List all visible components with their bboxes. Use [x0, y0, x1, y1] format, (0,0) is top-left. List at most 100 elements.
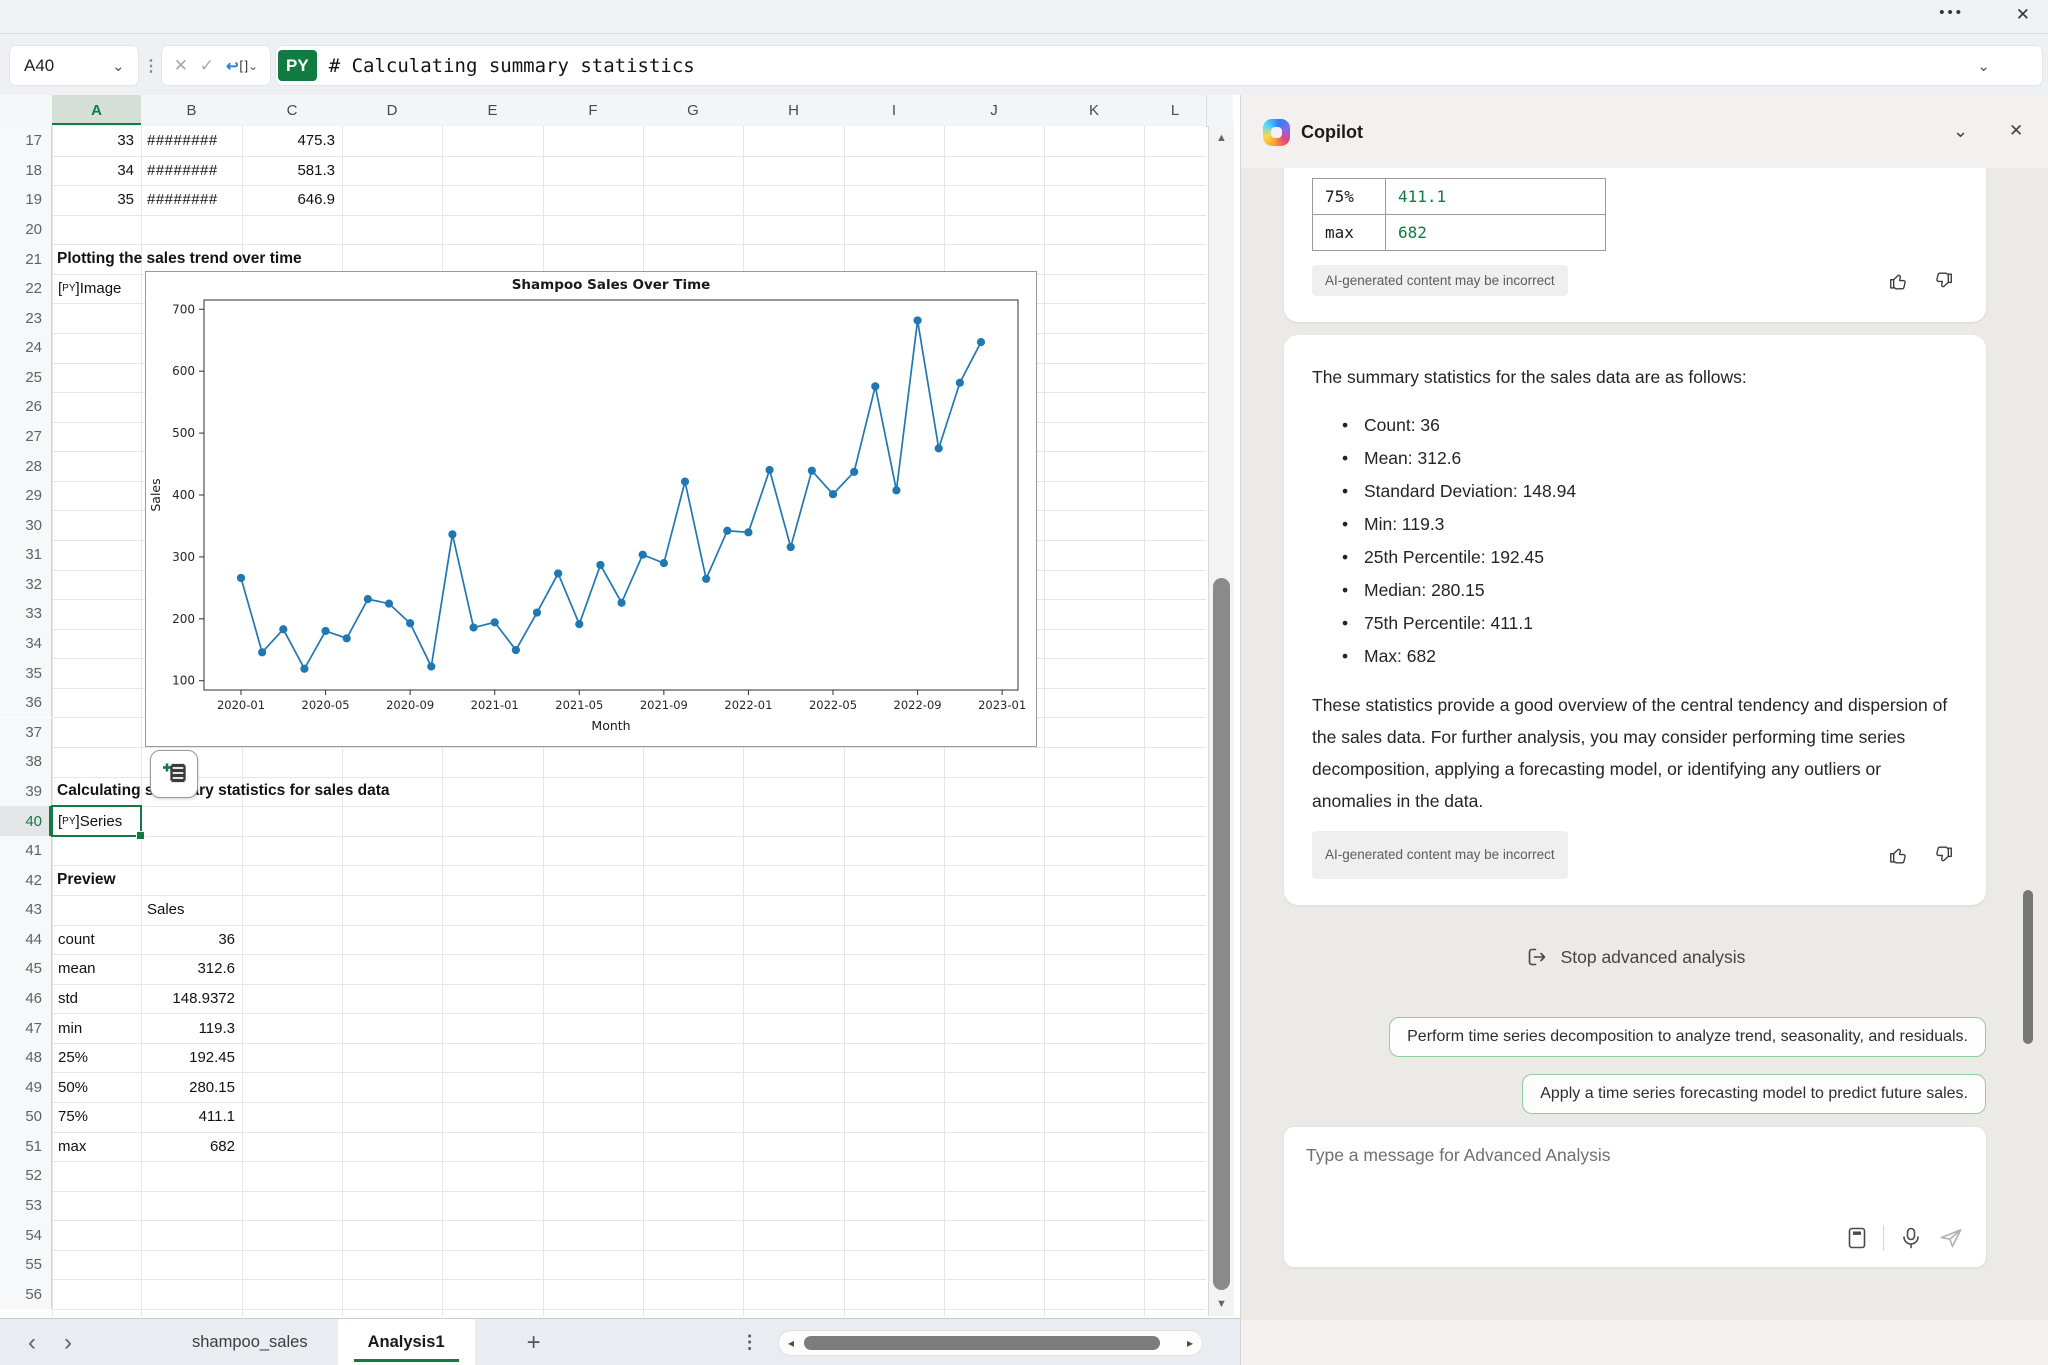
column-header-K[interactable]: K: [1044, 95, 1145, 125]
scroll-down-icon[interactable]: ▼: [1216, 1298, 1227, 1310]
row-header-22[interactable]: 22: [0, 273, 52, 304]
row-header-17[interactable]: 17: [0, 126, 52, 156]
row-header-39[interactable]: 39: [0, 776, 52, 807]
grid-cell[interactable]: min: [58, 1019, 83, 1037]
chart-image[interactable]: Shampoo Sales Over Time Month Sales 100 200 3…: [145, 271, 1037, 747]
row-header-46[interactable]: 46: [0, 983, 52, 1014]
copilot-message-input[interactable]: [1304, 1143, 1928, 1217]
scroll-right-icon[interactable]: ▸: [1186, 1336, 1193, 1350]
grid-cell[interactable]: 312.6: [197, 960, 235, 978]
column-header-J[interactable]: J: [944, 95, 1045, 125]
spreadsheet-grid[interactable]: Shampoo Sales Over Time Month Sales 100 200 3…: [0, 126, 1206, 1316]
sheet-tab-Analysis1[interactable]: Analysis1: [337, 1319, 475, 1365]
grid-cell[interactable]: 192.45: [189, 1049, 235, 1067]
row-header-38[interactable]: 38: [0, 747, 52, 777]
row-header-36[interactable]: 36: [0, 687, 52, 718]
vertical-scrollbar-thumb[interactable]: [1213, 578, 1230, 1290]
grid-cell[interactable]: max: [58, 1137, 87, 1155]
column-header-A[interactable]: A: [52, 95, 142, 125]
grid-cell[interactable]: 35: [117, 191, 134, 209]
grid-cell[interactable]: Sales: [147, 901, 185, 919]
row-header-20[interactable]: 20: [0, 214, 52, 245]
vertical-scrollbar[interactable]: ▲ ▼: [1208, 126, 1234, 1316]
copilot-collapse-icon[interactable]: ⌄: [1953, 121, 1969, 141]
grid-cell[interactable]: count: [58, 930, 95, 948]
column-header-C[interactable]: C: [242, 95, 343, 125]
scroll-up-icon[interactable]: ▲: [1216, 132, 1227, 144]
confirm-entry-icon[interactable]: ✓: [199, 55, 214, 75]
formula-input[interactable]: PY # Calculating summary statistics ⌄: [276, 46, 2042, 85]
row-header-48[interactable]: 48: [0, 1042, 52, 1073]
row-header-40[interactable]: 40: [0, 806, 52, 836]
copilot-scrollbar-thumb[interactable]: [2023, 890, 2033, 1044]
horizontal-scrollbar-thumb[interactable]: [804, 1336, 1160, 1350]
row-header-42[interactable]: 42: [0, 865, 52, 895]
column-header-E[interactable]: E: [442, 95, 544, 125]
copilot-input-box[interactable]: [1284, 1127, 1986, 1267]
grid-cell[interactable]: ########: [147, 161, 218, 179]
formula-text[interactable]: # Calculating summary statistics: [328, 54, 695, 77]
grid-cell[interactable]: 33: [117, 132, 134, 150]
thumbs-down-icon[interactable]: [1932, 270, 1954, 292]
grid-cell[interactable]: 36: [218, 930, 235, 948]
row-header-28[interactable]: 28: [0, 451, 52, 481]
row-header-33[interactable]: 33: [0, 599, 52, 629]
grid-cell[interactable]: 148.9372: [172, 989, 235, 1007]
grid-cell[interactable]: 34: [117, 161, 134, 179]
row-header-26[interactable]: 26: [0, 392, 52, 422]
row-header-31[interactable]: 31: [0, 540, 52, 570]
column-header-I[interactable]: I: [844, 95, 945, 125]
microphone-icon[interactable]: [1900, 1226, 1922, 1250]
grid-cell[interactable]: 280.15: [189, 1078, 235, 1096]
row-header-52[interactable]: 52: [0, 1161, 52, 1191]
python-object-menu[interactable]: ↪ [ ] ⌄: [226, 57, 258, 75]
select-all-corner[interactable]: [0, 95, 53, 125]
row-header-24[interactable]: 24: [0, 333, 52, 363]
cell-label[interactable]: Preview: [57, 871, 116, 889]
thumbs-down-icon[interactable]: [1932, 844, 1954, 866]
suggestion-chip[interactable]: Apply a time series forecasting model to…: [1522, 1074, 1986, 1114]
grid-cell[interactable]: ########: [147, 132, 218, 150]
formula-bar-drag-handle-icon[interactable]: ⋮: [143, 58, 159, 75]
row-header-41[interactable]: 41: [0, 835, 52, 866]
column-header-D[interactable]: D: [342, 95, 443, 125]
row-header-47[interactable]: 47: [0, 1013, 52, 1043]
row-header-44[interactable]: 44: [0, 924, 52, 955]
grid-cell[interactable]: std: [58, 989, 79, 1007]
row-header-37[interactable]: 37: [0, 717, 52, 748]
row-header-51[interactable]: 51: [0, 1131, 52, 1162]
grid-cell[interactable]: 646.9: [297, 191, 335, 209]
cell-label[interactable]: Plotting the sales trend over time: [57, 250, 302, 268]
grid-cell[interactable]: 25%: [58, 1049, 89, 1067]
thumbs-up-icon[interactable]: [1888, 270, 1910, 292]
row-header-29[interactable]: 29: [0, 480, 52, 511]
thumbs-up-icon[interactable]: [1888, 844, 1910, 866]
add-sheet-button[interactable]: +: [526, 1328, 541, 1356]
horizontal-scrollbar[interactable]: ◂ ▸: [779, 1331, 1202, 1355]
column-header-G[interactable]: G: [643, 95, 744, 125]
row-header-35[interactable]: 35: [0, 658, 52, 688]
row-header-50[interactable]: 50: [0, 1101, 52, 1132]
grid-cell[interactable]: mean: [58, 960, 96, 978]
row-header-23[interactable]: 23: [0, 303, 52, 333]
window-close-icon[interactable]: ✕: [2015, 5, 2030, 24]
grid-cell[interactable]: 411.1: [198, 1108, 235, 1126]
row-header-32[interactable]: 32: [0, 569, 52, 600]
column-header-L[interactable]: L: [1144, 95, 1207, 125]
cancel-entry-icon[interactable]: ✕: [173, 55, 188, 75]
row-header-30[interactable]: 30: [0, 510, 52, 541]
column-header-F[interactable]: F: [543, 95, 644, 125]
more-options-icon[interactable]: •••: [1939, 4, 1964, 21]
grid-cell[interactable]: 119.3: [198, 1019, 235, 1037]
cell-label[interactable]: Calculating summary statistics for sales…: [57, 782, 390, 800]
column-header-B[interactable]: B: [141, 95, 243, 125]
row-header-49[interactable]: 49: [0, 1072, 52, 1102]
scroll-left-icon[interactable]: ◂: [788, 1336, 795, 1350]
name-box-input[interactable]: [10, 54, 112, 77]
sheet-tab-shampoo_sales[interactable]: shampoo_sales: [192, 1333, 308, 1351]
next-sheet-icon[interactable]: ›: [64, 1328, 72, 1356]
grid-cell[interactable]: [PY] Image: [52, 274, 141, 304]
stop-advanced-analysis-button[interactable]: Stop advanced analysis: [1525, 945, 1745, 969]
prompt-guide-icon[interactable]: [1847, 1226, 1867, 1250]
grid-cell[interactable]: 50%: [58, 1078, 89, 1096]
